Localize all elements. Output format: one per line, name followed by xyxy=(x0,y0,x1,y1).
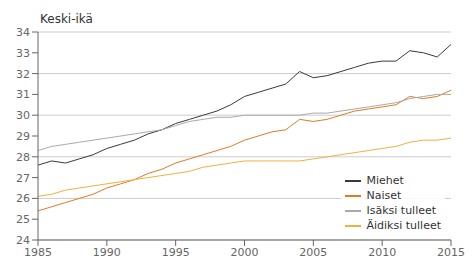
svg-text:32: 32 xyxy=(16,68,30,81)
svg-text:26: 26 xyxy=(16,192,30,205)
svg-text:2005: 2005 xyxy=(299,246,327,259)
svg-text:34: 34 xyxy=(16,26,30,39)
svg-text:29: 29 xyxy=(16,130,30,143)
svg-text:30: 30 xyxy=(16,109,30,122)
html-text:Isäksi tulleet: Isäksi tulleet xyxy=(366,204,437,217)
svg-text:31: 31 xyxy=(16,88,30,101)
svg-text:25: 25 xyxy=(16,213,30,226)
svg-text:27: 27 xyxy=(16,172,30,185)
html-text:Naiset: Naiset xyxy=(366,189,402,202)
svg-text:33: 33 xyxy=(16,47,30,60)
svg-text:1995: 1995 xyxy=(162,246,190,259)
html-text:Keski-ikä: Keski-ikä xyxy=(40,12,93,26)
svg-text:24: 24 xyxy=(16,234,30,247)
svg-text:2015: 2015 xyxy=(437,246,465,259)
svg-text:1985: 1985 xyxy=(24,246,52,259)
svg-text:28: 28 xyxy=(16,151,30,164)
svg-text:1990: 1990 xyxy=(93,246,121,259)
svg-text:2010: 2010 xyxy=(368,246,396,259)
svg-text:2000: 2000 xyxy=(231,246,259,259)
html-text:Äidiksi tulleet: Äidiksi tulleet xyxy=(366,219,441,232)
html-text:Miehet: Miehet xyxy=(366,174,404,187)
